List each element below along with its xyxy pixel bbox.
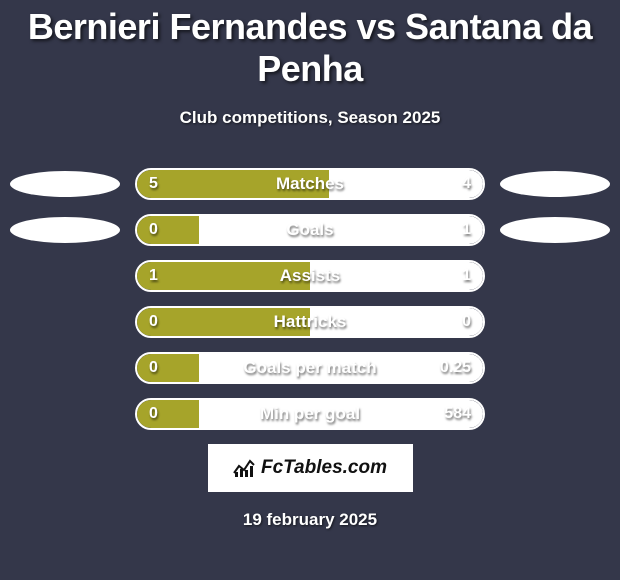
fctables-logo: FcTables.com bbox=[208, 444, 413, 492]
marker-placeholder bbox=[500, 263, 610, 289]
player-right-marker bbox=[500, 217, 610, 243]
stat-bar: 0584Min per goal bbox=[135, 398, 485, 430]
marker-placeholder bbox=[10, 263, 120, 289]
stat-bar: 54Matches bbox=[135, 168, 485, 200]
player-left-marker bbox=[10, 171, 120, 197]
page-title: Bernieri Fernandes vs Santana da Penha bbox=[0, 6, 620, 90]
subtitle: Club competitions, Season 2025 bbox=[0, 108, 620, 128]
stat-row: 11Assists bbox=[0, 260, 620, 292]
stat-bar: 01Goals bbox=[135, 214, 485, 246]
date-label: 19 february 2025 bbox=[0, 510, 620, 530]
stat-row: 01Goals bbox=[0, 214, 620, 246]
marker-placeholder bbox=[500, 309, 610, 335]
stat-label: Hattricks bbox=[137, 308, 483, 336]
stat-label: Goals per match bbox=[137, 354, 483, 382]
stat-bar: 00.25Goals per match bbox=[135, 352, 485, 384]
marker-placeholder bbox=[10, 309, 120, 335]
player-left-marker bbox=[10, 217, 120, 243]
stat-label: Assists bbox=[137, 262, 483, 290]
stat-row: 0584Min per goal bbox=[0, 398, 620, 430]
logo-text: FcTables.com bbox=[261, 457, 387, 479]
comparison-infographic: Bernieri Fernandes vs Santana da Penha C… bbox=[0, 0, 620, 530]
marker-placeholder bbox=[500, 401, 610, 427]
stat-label: Goals bbox=[137, 216, 483, 244]
player-right-marker bbox=[500, 171, 610, 197]
stat-label: Min per goal bbox=[137, 400, 483, 428]
marker-placeholder bbox=[500, 355, 610, 381]
stats-rows: 54Matches 01Goals 11Assists 00Hattricks 00.2… bbox=[0, 168, 620, 430]
stat-label: Matches bbox=[137, 170, 483, 198]
stat-bar: 11Assists bbox=[135, 260, 485, 292]
stat-row: 00.25Goals per match bbox=[0, 352, 620, 384]
stat-bar: 00Hattricks bbox=[135, 306, 485, 338]
marker-placeholder bbox=[10, 355, 120, 381]
marker-placeholder bbox=[10, 401, 120, 427]
stat-row: 00Hattricks bbox=[0, 306, 620, 338]
stat-row: 54Matches bbox=[0, 168, 620, 200]
chart-icon bbox=[233, 458, 255, 478]
